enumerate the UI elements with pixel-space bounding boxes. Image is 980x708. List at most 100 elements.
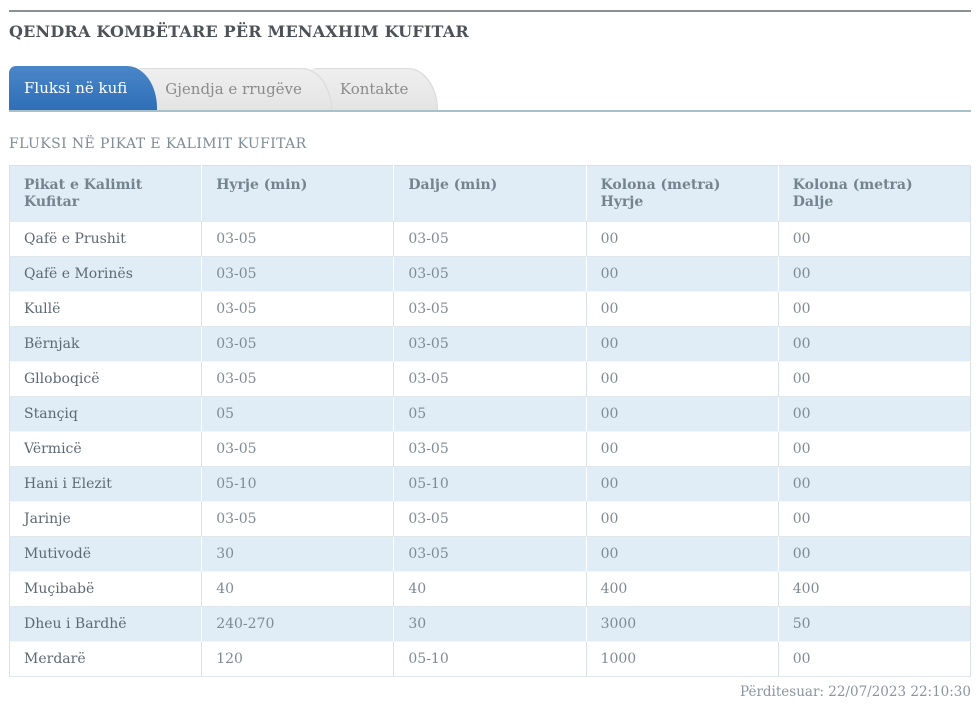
column-header-1: Pikat e Kalimit Kufitar — [9, 165, 203, 222]
crossing-point-value: 400 — [586, 571, 779, 607]
table-header: Pikat e Kalimit Kufitar Hyrje (min) Dalje … — [9, 165, 971, 222]
crossing-point-value: 00 — [586, 256, 779, 292]
crossing-point-value: 50 — [778, 606, 971, 642]
tab-bar: Fluksi në kufi Gjendja e rrugëve Kontakt… — [9, 66, 971, 112]
crossing-point-value: 03-05 — [201, 326, 395, 362]
column-header-label: Kolona (metra) — [792, 177, 913, 193]
crossing-point-value: 400 — [778, 571, 971, 607]
column-header-sublabel: Dalje — [792, 194, 834, 210]
crossing-point-value: 03-05 — [201, 256, 395, 292]
crossing-point-value: 120 — [201, 641, 395, 677]
crossing-point-name: Hani i Elezit — [9, 466, 203, 502]
crossing-point-name: Stançiq — [9, 396, 203, 432]
crossing-point-name: Qafë e Prushit — [9, 221, 203, 257]
crossing-point-value: 30 — [201, 536, 395, 572]
crossing-point-value: 3000 — [586, 606, 779, 642]
table-row: Vërmicë 03-05 03-05 00 00 — [9, 431, 971, 467]
column-header-label: Kolona (metra) — [600, 177, 721, 193]
table-row: Merdarë 120 05-10 1000 00 — [9, 641, 971, 677]
section-title: FLUKSI NË PIKAT E KALIMIT KUFITAR — [9, 136, 307, 152]
table-row: Dheu i Bardhë 240-270 30 3000 50 — [9, 606, 971, 642]
crossing-point-value: 1000 — [586, 641, 779, 677]
crossing-point-value: 00 — [778, 256, 971, 292]
crossing-point-value: 00 — [586, 501, 779, 537]
crossing-point-value: 03-05 — [393, 326, 587, 362]
crossing-point-name: Mutivodë — [9, 536, 203, 572]
crossing-point-value: 05-10 — [201, 466, 395, 502]
border-crossings-table: Pikat e Kalimit Kufitar Hyrje (min) Dalje … — [9, 165, 971, 677]
column-header-label: Hyrje (min) — [216, 177, 308, 193]
crossing-point-name: Muçibabë — [9, 571, 203, 607]
crossing-point-value: 03-05 — [393, 501, 587, 537]
crossing-point-value: 00 — [586, 221, 779, 257]
crossing-point-value: 03-05 — [393, 536, 587, 572]
crossing-point-value: 00 — [778, 466, 971, 502]
crossing-point-value: 00 — [778, 361, 971, 397]
crossing-point-name: Jarinje — [9, 501, 203, 537]
crossing-point-value: 03-05 — [201, 361, 395, 397]
table-body: Qafë e Prushit 03-05 03-05 00 00 Qafë e Morin… — [9, 221, 971, 677]
table-header-row: Pikat e Kalimit Kufitar Hyrje (min) Dalje … — [9, 165, 971, 222]
column-header-5: Kolona (metra) Dalje — [778, 165, 971, 222]
table-row: Glloboqicë 03-05 03-05 00 00 — [9, 361, 971, 397]
crossing-point-value: 00 — [778, 291, 971, 327]
crossing-point-value: 30 — [393, 606, 587, 642]
crossing-point-value: 00 — [778, 501, 971, 537]
table-row: Kullë 03-05 03-05 00 00 — [9, 291, 971, 327]
crossing-point-name: Vërmicë — [9, 431, 203, 467]
crossing-point-value: 40 — [201, 571, 395, 607]
crossing-point-value: 00 — [778, 641, 971, 677]
crossing-point-value: 03-05 — [393, 256, 587, 292]
crossing-point-value: 00 — [586, 396, 779, 432]
crossing-point-value: 05 — [201, 396, 395, 432]
crossing-point-value: 03-05 — [201, 291, 395, 327]
crossing-point-value: 00 — [586, 291, 779, 327]
column-header-sublabel: Hyrje — [600, 194, 644, 210]
column-header-label: Dalje (min) — [408, 177, 498, 193]
crossing-point-value: 03-05 — [393, 431, 587, 467]
column-header-label: Pikat e Kalimit Kufitar — [24, 177, 143, 210]
crossing-point-value: 240-270 — [201, 606, 395, 642]
crossing-point-value: 03-05 — [201, 221, 395, 257]
tab-fluksi-ne-kufi[interactable]: Fluksi në kufi — [9, 66, 158, 110]
crossing-point-value: 03-05 — [201, 501, 395, 537]
crossing-point-name: Glloboqicë — [9, 361, 203, 397]
crossing-point-name: Merdarë — [9, 641, 203, 677]
crossing-point-value: 00 — [586, 466, 779, 502]
crossing-point-value: 00 — [778, 326, 971, 362]
page-title: QENDRA KOMBËTARE PËR MENAXHIM KUFITAR — [9, 22, 469, 41]
crossing-point-name: Dheu i Bardhë — [9, 606, 203, 642]
table-row: Jarinje 03-05 03-05 00 00 — [9, 501, 971, 537]
crossing-point-value: 00 — [586, 536, 779, 572]
table-row: Mutivodë 30 03-05 00 00 — [9, 536, 971, 572]
table-row: Bërnjak 03-05 03-05 00 00 — [9, 326, 971, 362]
column-header-2: Hyrje (min) — [201, 165, 395, 222]
crossing-point-value: 00 — [586, 361, 779, 397]
crossing-point-value: 00 — [778, 431, 971, 467]
tab-gjendja-e-rrugeve[interactable]: Gjendja e rrugëve — [135, 68, 332, 110]
crossing-point-value: 05 — [393, 396, 587, 432]
crossing-point-value: 40 — [393, 571, 587, 607]
column-header-3: Dalje (min) — [393, 165, 587, 222]
table-row: Muçibabë 40 40 400 400 — [9, 571, 971, 607]
crossing-point-value: 00 — [586, 431, 779, 467]
table-row: Stançiq 05 05 00 00 — [9, 396, 971, 432]
crossing-point-value: 05-10 — [393, 466, 587, 502]
top-divider — [9, 10, 971, 12]
crossing-point-value: 03-05 — [393, 221, 587, 257]
table-row: Hani i Elezit 05-10 05-10 00 00 — [9, 466, 971, 502]
crossing-point-value: 00 — [586, 326, 779, 362]
crossing-point-value: 03-05 — [393, 291, 587, 327]
crossing-point-name: Qafë e Morinës — [9, 256, 203, 292]
table-row: Qafë e Morinës 03-05 03-05 00 00 — [9, 256, 971, 292]
crossing-point-value: 00 — [778, 396, 971, 432]
crossing-point-name: Bërnjak — [9, 326, 203, 362]
page: QENDRA KOMBËTARE PËR MENAXHIM KUFITAR Fl… — [9, 10, 971, 708]
crossing-point-value: 00 — [778, 221, 971, 257]
crossing-point-value: 05-10 — [393, 641, 587, 677]
crossing-point-value: 03-05 — [393, 361, 587, 397]
table-row: Qafë e Prushit 03-05 03-05 00 00 — [9, 221, 971, 257]
column-header-4: Kolona (metra) Hyrje — [586, 165, 779, 222]
last-updated: Përditesuar: 22/07/2023 22:10:30 — [740, 684, 971, 700]
crossing-point-value: 03-05 — [201, 431, 395, 467]
